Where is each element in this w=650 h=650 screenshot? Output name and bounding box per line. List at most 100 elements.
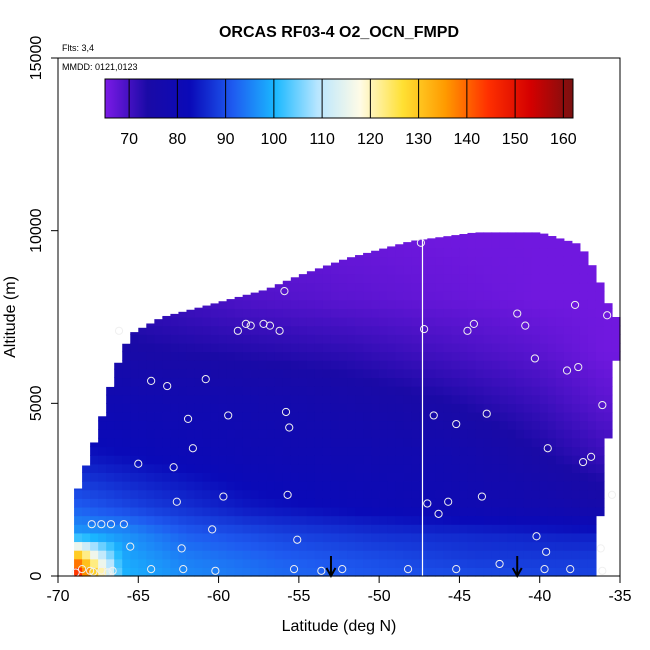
heatmap-cell xyxy=(459,506,469,517)
heatmap-cell xyxy=(587,299,597,309)
heatmap-cell xyxy=(435,256,444,266)
heatmap-cell xyxy=(475,567,485,577)
heatmap-cell xyxy=(274,446,284,456)
heatmap-cell xyxy=(322,420,332,430)
heatmap-cell xyxy=(258,455,268,465)
heatmap-cell xyxy=(419,481,428,491)
heatmap-cell xyxy=(483,247,493,258)
heatmap-cell xyxy=(563,240,573,249)
heatmap-cell xyxy=(419,394,428,404)
heatmap-cell xyxy=(515,481,525,491)
heatmap-cell xyxy=(170,317,180,327)
heatmap-cell xyxy=(427,273,436,284)
heatmap-cell xyxy=(138,429,147,439)
heatmap-cell xyxy=(571,256,581,266)
heatmap-cell xyxy=(242,308,252,318)
heatmap-cell xyxy=(547,498,557,508)
heatmap-cell xyxy=(451,308,461,318)
heatmap-cell xyxy=(491,437,501,448)
heatmap-cell xyxy=(355,308,364,318)
heatmap-cell xyxy=(202,411,212,422)
heatmap-cell xyxy=(363,541,372,551)
heatmap-cell xyxy=(595,394,605,404)
heatmap-cell xyxy=(539,472,549,482)
heatmap-cell xyxy=(242,515,252,525)
heatmap-cell xyxy=(491,308,501,318)
heatmap-cell xyxy=(106,386,115,396)
heatmap-cell xyxy=(467,567,477,577)
heatmap-cell xyxy=(266,463,276,473)
heatmap-cell xyxy=(459,377,469,387)
heatmap-cell xyxy=(170,429,180,439)
heatmap-cell xyxy=(475,498,485,508)
heatmap-cell xyxy=(170,411,180,422)
heatmap-cell xyxy=(427,411,436,422)
heatmap-cell xyxy=(355,317,364,327)
heatmap-cell xyxy=(330,325,340,335)
heatmap-cell xyxy=(475,334,485,344)
heatmap-cell xyxy=(531,515,541,525)
heatmap-cell xyxy=(571,394,581,404)
heatmap-cell xyxy=(427,334,436,344)
heatmap-cell xyxy=(330,472,340,482)
heatmap-cell xyxy=(178,311,188,318)
heatmap-cell xyxy=(523,446,533,456)
heatmap-cell xyxy=(435,498,444,508)
heatmap-cell xyxy=(547,317,557,327)
heatmap-cell xyxy=(539,308,549,318)
heatmap-cell xyxy=(82,532,91,543)
heatmap-cell xyxy=(539,351,549,361)
heatmap-cell xyxy=(387,532,396,543)
heatmap-cell xyxy=(242,394,252,404)
heatmap-cell xyxy=(146,386,155,396)
heatmap-cell xyxy=(411,377,420,387)
heatmap-cell xyxy=(114,558,123,568)
heatmap-cell xyxy=(210,377,220,387)
heatmap-cell xyxy=(210,455,220,465)
heatmap-cell xyxy=(467,506,477,517)
heatmap-cell xyxy=(451,394,461,404)
heatmap-cell xyxy=(298,342,308,353)
heatmap-cell xyxy=(587,455,597,465)
heatmap-cell xyxy=(226,472,236,482)
heatmap-cell xyxy=(266,351,276,361)
heatmap-cell xyxy=(491,360,501,370)
heatmap-cell xyxy=(242,420,252,430)
heatmap-cell xyxy=(114,541,123,551)
heatmap-cell xyxy=(363,506,372,517)
heatmap-cell xyxy=(274,532,284,543)
heatmap-cell xyxy=(266,308,276,318)
heatmap-cell xyxy=(483,256,493,266)
heatmap-cell xyxy=(507,386,517,396)
heatmap-cell xyxy=(603,342,613,353)
heatmap-cell xyxy=(234,377,244,387)
heatmap-cell xyxy=(98,455,107,465)
heatmap-cell xyxy=(507,506,517,517)
heatmap-cell xyxy=(547,368,557,379)
heatmap-cell xyxy=(427,550,436,560)
heatmap-cell xyxy=(290,291,300,301)
heatmap-cell xyxy=(250,446,260,456)
heatmap-cell xyxy=(186,351,196,361)
heatmap-cell xyxy=(258,558,268,568)
heatmap-cell xyxy=(355,411,364,422)
heatmap-cell xyxy=(226,541,236,551)
heatmap-cell xyxy=(146,472,155,482)
heatmap-cell xyxy=(563,489,573,499)
heatmap-cell xyxy=(547,506,557,517)
heatmap-cell xyxy=(226,420,236,430)
heatmap-cell xyxy=(138,437,147,448)
heatmap-cell xyxy=(234,351,244,361)
heatmap-cell xyxy=(314,268,324,275)
heatmap-cell xyxy=(595,325,605,335)
heatmap-cell xyxy=(571,532,581,543)
heatmap-cell xyxy=(547,394,557,404)
heatmap-cell xyxy=(499,351,509,361)
heatmap-cell xyxy=(515,317,525,327)
heatmap-cell xyxy=(451,235,461,240)
heatmap-cell xyxy=(258,317,268,327)
heatmap-cell xyxy=(483,308,493,318)
heatmap-cell xyxy=(298,299,308,309)
heatmap-cell xyxy=(339,506,348,517)
heatmap-cell xyxy=(419,541,428,551)
